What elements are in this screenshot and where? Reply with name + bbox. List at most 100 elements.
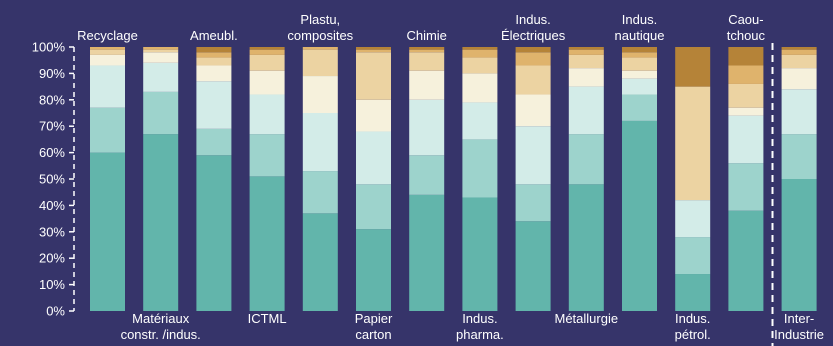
bar-stack <box>622 47 657 311</box>
category-label: constr. /indus. <box>121 327 201 342</box>
bar-segment <box>409 52 445 71</box>
y-tick-label: 80% <box>39 92 65 107</box>
bar-segment <box>781 179 817 311</box>
category-label: Indus. <box>622 12 657 27</box>
category-label: Inter- <box>784 311 814 326</box>
bar-segment <box>515 221 551 311</box>
bar-segment <box>568 49 604 55</box>
bar-segment <box>622 57 657 71</box>
bar-stack <box>143 47 179 311</box>
category-label: Plastu, <box>300 12 340 27</box>
bar-segment <box>462 197 498 311</box>
y-tick-label: 100% <box>32 40 66 55</box>
bar-segment <box>728 107 764 116</box>
bar-segment <box>728 210 764 311</box>
bar-segment <box>781 54 817 69</box>
bar-segment <box>302 171 338 214</box>
category-label: Indus. <box>462 311 497 326</box>
bar-segment <box>462 139 498 198</box>
bar-segment <box>249 49 285 55</box>
category-label: composites <box>287 28 353 43</box>
bar-stack <box>781 47 817 311</box>
y-tick-label: 0% <box>46 304 65 319</box>
bar-segment <box>302 113 338 172</box>
bar-segment <box>90 49 125 55</box>
bar-stack <box>90 47 125 311</box>
bar-segment <box>196 155 232 311</box>
bar-segment <box>356 229 391 311</box>
bar-segment <box>675 47 711 87</box>
bar-segment <box>249 47 285 50</box>
bar-segment <box>90 54 125 66</box>
bar-segment <box>249 70 285 95</box>
bar-segment <box>622 120 657 311</box>
bar-segment <box>143 52 179 63</box>
bar-segment <box>728 163 764 211</box>
bar-segment <box>90 65 125 108</box>
bar-segment <box>622 78 657 95</box>
category-label: Indus. <box>675 311 710 326</box>
bar-stack <box>515 47 551 311</box>
bar-segment <box>196 128 232 156</box>
bar-segment <box>462 57 498 74</box>
bar-stack <box>728 47 764 311</box>
bar-segment <box>515 94 551 127</box>
bar-segment <box>356 184 391 230</box>
bar-segment <box>302 49 338 77</box>
bar-segment <box>622 94 657 121</box>
bar-segment <box>196 65 232 82</box>
bar-segment <box>143 49 179 53</box>
y-tick-label: 50% <box>39 172 65 187</box>
bar-segment <box>622 47 657 53</box>
bar-segment <box>302 47 338 50</box>
bar-segment <box>356 47 391 50</box>
bar-stack <box>302 47 338 311</box>
bar-segment <box>143 134 179 311</box>
category-label: Chimie <box>406 28 446 43</box>
bar-segment <box>462 102 498 140</box>
bar-segment <box>356 99 391 132</box>
bar-segment <box>302 76 338 113</box>
category-label: Électriques <box>501 28 566 43</box>
bar-segment <box>515 184 551 222</box>
y-tick-label: 40% <box>39 198 65 213</box>
bar-segment <box>781 68 817 90</box>
bar-segment <box>622 70 657 79</box>
bar-segment <box>356 131 391 185</box>
category-label: Papier <box>355 311 393 326</box>
bar-segment <box>781 134 817 179</box>
bar-stack <box>249 47 285 311</box>
category-label: Recyclage <box>77 28 138 43</box>
bar-stack <box>675 47 711 311</box>
bar-segment <box>90 152 125 311</box>
bar-segment <box>90 47 125 50</box>
category-label: Ameubl. <box>190 28 238 43</box>
bar-segment <box>249 176 285 311</box>
bar-segment <box>249 134 285 177</box>
bar-segment <box>728 83 764 108</box>
bar-segment <box>409 194 445 311</box>
y-tick-label: 60% <box>39 145 65 160</box>
bar-segment <box>675 86 711 201</box>
y-axis: 0% 10% 20% 30% 40% 50% 60% 70% 80% 90% 100% <box>32 40 75 319</box>
category-label: tchouc <box>727 28 766 43</box>
bar-stack <box>568 47 604 311</box>
bar-segment <box>515 52 551 66</box>
bar-segment <box>781 49 817 55</box>
bar-segment <box>568 54 604 69</box>
bar-segment <box>409 49 445 53</box>
bar-segment <box>409 70 445 100</box>
bar-segment <box>302 213 338 311</box>
bar-stack <box>409 47 445 311</box>
bar-segment <box>249 54 285 71</box>
y-tick-label: 20% <box>39 251 65 266</box>
bar-segment <box>90 107 125 153</box>
category-label: ICTML <box>248 311 287 326</box>
category-label: carton <box>355 327 391 342</box>
bar-segment <box>568 86 604 135</box>
bar-segment <box>409 47 445 50</box>
bar-segment <box>462 49 498 58</box>
bar-segment <box>143 91 179 135</box>
bars <box>90 47 817 311</box>
